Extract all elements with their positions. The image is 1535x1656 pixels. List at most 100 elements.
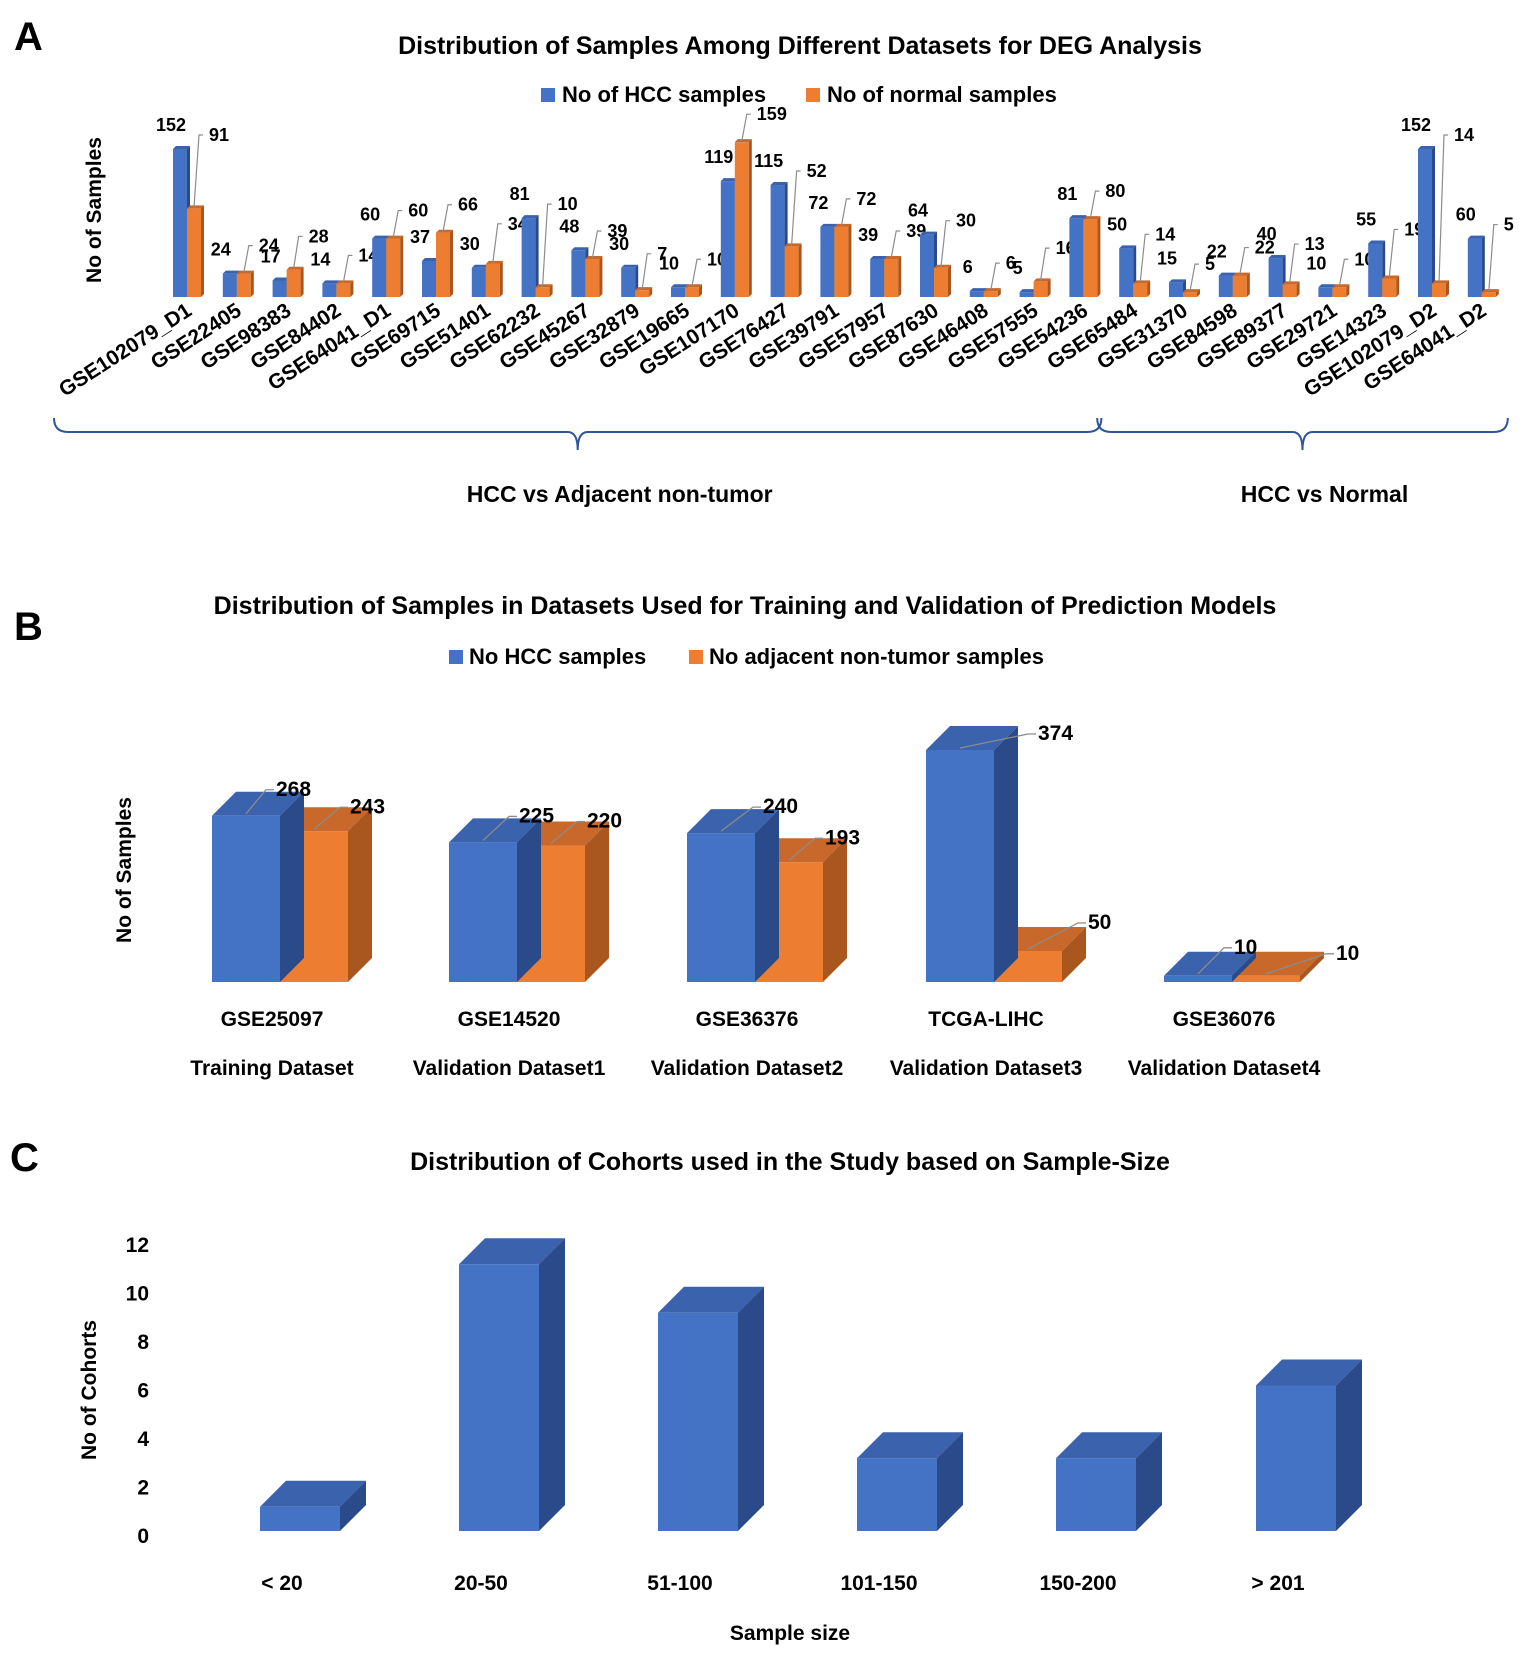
bar-hcc-gse98383-front — [272, 280, 287, 297]
value-label-normal-gse62232: 10 — [558, 194, 578, 214]
bar-normal-gse32879-front — [635, 290, 650, 297]
value-label-hcc-gse51401: 30 — [460, 234, 480, 254]
category-label-gse25097: GSE25097 — [221, 1008, 324, 1031]
panel-a-title: Distribution of Samples Among Different … — [398, 32, 1202, 60]
bar-cohorts-20-50 — [459, 1238, 565, 1531]
bar-normal-gse76427-front — [784, 246, 799, 297]
bar-adjacent-gse25097-side — [348, 807, 372, 982]
bar-normal-gse98383 — [286, 266, 304, 297]
leader-line-adjacent-tcga-lihc — [1027, 922, 1086, 950]
leader-line-normal-gse19665 — [691, 258, 701, 287]
bar-cohorts-51-100 — [658, 1286, 764, 1531]
bar-hcc-gse14520 — [449, 818, 541, 982]
bar-normal-gse31370-side — [1197, 289, 1200, 297]
bar-normal-gse51401 — [485, 260, 503, 297]
bar-hcc-tcga-lihc-front — [926, 750, 994, 982]
leader-line-normal-gse69715 — [442, 204, 452, 232]
bar-adjacent-gse36076-front — [1232, 975, 1300, 982]
leader-line-normal-gse62232 — [542, 203, 552, 287]
bar-hcc-gse14520-top — [449, 818, 541, 843]
bar-normal-gse107170-front — [734, 142, 749, 297]
value-label-hcc-gse107170: 119 — [704, 147, 733, 167]
leader-line-normal-gse102079-d1 — [193, 134, 203, 208]
bar-hcc-gse36076 — [1164, 951, 1256, 982]
value-label-hcc-gse39791: 72 — [808, 193, 828, 213]
bar-adjacent-tcga-lihc-side — [1062, 926, 1086, 982]
bar-normal-gse76427-side — [798, 243, 802, 297]
bar-hcc-gse14520-side — [517, 818, 541, 982]
leader-line-hcc-gse25097 — [245, 789, 274, 815]
bar-normal-gse57957-top — [884, 256, 902, 260]
leader-line-normal-gse64041-d2 — [1488, 223, 1498, 292]
value-label-hcc-gse45267: 48 — [559, 216, 579, 236]
leader-line-normal-gse89377 — [1289, 243, 1299, 284]
bar-cohorts-150-200-side — [1136, 1432, 1162, 1531]
bar-hcc-tcga-lihc — [926, 726, 1018, 982]
bar-normal-gse39791-top — [834, 223, 852, 227]
leader-line-normal-gse39791 — [840, 198, 851, 227]
leader-line-normal-gse29721 — [1338, 258, 1349, 287]
leader-line-normal-gse51401 — [492, 223, 502, 263]
bar-hcc-gse84598-top — [1218, 272, 1236, 276]
leader-line-normal-gse65484 — [1139, 233, 1150, 283]
bar-normal-gse84598 — [1232, 272, 1250, 297]
bar-hcc-gse102079-d1-front — [173, 149, 187, 297]
bar-hcc-gse39791-front — [820, 226, 835, 297]
bar-normal-gse89377-side — [1296, 281, 1300, 297]
value-label-normal-gse64041-d2: 5 — [1504, 215, 1514, 235]
bar-normal-gse57555 — [1033, 278, 1051, 297]
panel-b-title: Distribution of Samples in Datasets Used… — [214, 592, 1277, 620]
bar-normal-gse98383-front — [286, 269, 301, 297]
bar-hcc-gse57957-front — [870, 259, 885, 297]
bar-normal-gse69715-top — [436, 229, 453, 233]
bar-normal-gse89377 — [1282, 281, 1300, 297]
value-label-hcc-gse22405: 24 — [211, 240, 231, 260]
bar-cohorts-201 — [1256, 1359, 1362, 1531]
category-label-gse36076: GSE36076 — [1173, 1008, 1276, 1031]
bar-normal-gse31370-front — [1183, 292, 1197, 297]
bar-normal-gse46408-front — [983, 291, 998, 297]
value-label-adjacent-tcga-lihc: 50 — [1088, 911, 1111, 934]
bar-normal-gse14323-side — [1396, 275, 1400, 297]
bar-hcc-gse36076-top — [1164, 951, 1256, 976]
bar-normal-gse69715-front — [436, 232, 450, 297]
bar-normal-gse65484-front — [1133, 283, 1148, 297]
category-label-101-150: 101-150 — [840, 1572, 917, 1595]
value-label-hcc-gse102079-d1: 152 — [156, 115, 186, 135]
bar-cohorts-150-200-top — [1056, 1432, 1162, 1459]
bar-hcc-gse39791-top — [820, 223, 838, 227]
bar-cohorts-20-50-top — [459, 1238, 565, 1265]
bar-hcc-gse69715-top — [422, 257, 439, 261]
bar-hcc-gse45267-top — [571, 247, 589, 251]
bar-adjacent-gse14520-side — [585, 821, 609, 982]
bar-normal-gse87630 — [934, 264, 951, 297]
bar-hcc-gse25097-front — [212, 815, 280, 982]
leader-line-adjacent-gse14520 — [550, 820, 585, 845]
bar-normal-gse64041-d2-top — [1481, 289, 1499, 293]
bar-normal-gse89377-top — [1282, 281, 1300, 285]
bar-normal-gse57555-top — [1033, 278, 1051, 282]
bar-hcc-gse87630-front — [920, 234, 934, 297]
value-label-normal-gse32879: 7 — [657, 244, 667, 264]
leader-line-normal-gse107170 — [741, 113, 751, 142]
category-label-gse14520: GSE14520 — [458, 1008, 561, 1031]
leader-line-normal-gse102079-d2 — [1438, 134, 1448, 283]
bar-normal-gse32879 — [635, 287, 653, 297]
bar-hcc-gse36376 — [687, 809, 779, 982]
bar-normal-gse65484-side — [1147, 280, 1151, 297]
bar-normal-gse64041-d1 — [386, 235, 404, 297]
bar-normal-gse84402-side — [350, 280, 354, 297]
value-label-normal-gse65484: 14 — [1155, 224, 1175, 244]
bar-normal-gse65484 — [1133, 280, 1151, 297]
value-label-normal-gse76427: 52 — [807, 161, 827, 181]
bar-normal-gse107170-top — [734, 139, 752, 143]
bar-normal-gse19665-front — [685, 287, 699, 297]
bar-normal-gse98383-side — [300, 266, 304, 297]
value-label-normal-gse31370: 5 — [1205, 254, 1215, 274]
value-label-hcc-gse89377: 40 — [1257, 224, 1277, 244]
bar-hcc-tcga-lihc-top — [926, 726, 1018, 750]
bar-normal-gse54236-top — [1083, 216, 1101, 220]
bar-normal-gse102079-d1 — [187, 205, 204, 297]
leader-line-adjacent-gse36076 — [1265, 953, 1334, 975]
